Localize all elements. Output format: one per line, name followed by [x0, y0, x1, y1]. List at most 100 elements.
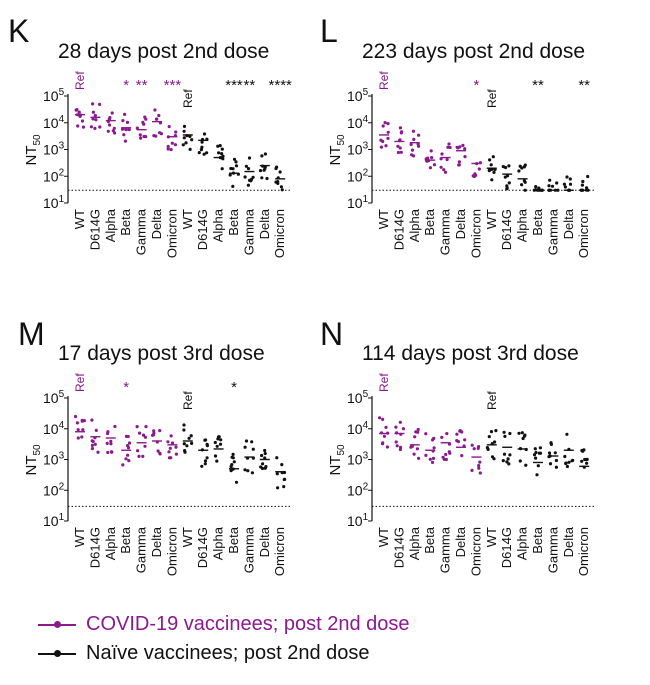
- panel-k-point-naive: [190, 138, 194, 142]
- panel-k-point-naive: [181, 143, 185, 147]
- panel-m-point-naive: [244, 439, 249, 443]
- panel-k-point-naive: [234, 160, 238, 164]
- panel-l-point-vaccinees: [411, 129, 415, 133]
- panel-k-point-naive: [184, 141, 188, 145]
- panel-k-ref-vaccinees: Ref: [73, 71, 87, 90]
- panel-k-ytick-label: 102: [43, 167, 65, 184]
- panel-k-point-naive: [247, 156, 252, 160]
- panel-m-point-naive: [260, 453, 264, 458]
- panel-k-point-vaccinees: [107, 123, 112, 127]
- panel-k-point-vaccinees: [153, 108, 157, 112]
- panel-m-point-naive: [182, 423, 186, 427]
- panel-l-point-naive: [523, 188, 527, 192]
- panel-k-point-naive: [188, 147, 192, 151]
- panel-k-point-vaccinees: [112, 126, 116, 130]
- panel-m-point-vaccinees: [143, 444, 147, 448]
- panel-m-xtick-label-delta-vaccinees: Delta: [149, 526, 164, 557]
- panel-m-point-vaccinees: [127, 459, 131, 463]
- panel-l-xtick-label-d614g-vaccinees: D614G: [391, 209, 406, 250]
- panel-l-point-naive: [581, 179, 585, 184]
- panel-m-xtick-label-d614g-vaccinees: D614G: [87, 527, 102, 568]
- panel-m-point-vaccinees: [106, 450, 110, 455]
- panel-n-xtick-label-gamma-vaccinees: Gamma: [438, 526, 453, 573]
- panel-m-point-vaccinees: [158, 451, 162, 455]
- panel-k-y-label: NT50: [23, 134, 43, 166]
- panel-l-point-vaccinees: [440, 152, 444, 156]
- panel-k-point-naive: [260, 176, 264, 180]
- panel-k-point-naive: [243, 175, 247, 179]
- panel-m-point-naive: [216, 437, 220, 441]
- panel-k-point-vaccinees: [113, 131, 117, 135]
- panel-n-point-vaccinees: [430, 460, 435, 464]
- panel-n-point-naive: [502, 452, 507, 456]
- panel-m-point-naive: [182, 428, 186, 432]
- panel-k-point-naive: [202, 132, 207, 136]
- panel-k-point-vaccinees: [139, 136, 143, 140]
- panel-n-point-naive: [517, 431, 521, 435]
- panel-k-point-vaccinees: [91, 110, 95, 114]
- panel-n-point-vaccinees: [395, 444, 399, 448]
- panel-n-ref-naive: Ref: [485, 391, 499, 410]
- panel-n-xtick-label-omicron-vaccinees: Omicron: [468, 527, 483, 576]
- panel-l-xtick-label-wt-vaccinees: WT: [376, 209, 391, 229]
- panel-k-point-vaccinees: [125, 120, 130, 124]
- panel-n-point-vaccinees: [477, 466, 481, 470]
- panel-l-point-naive: [488, 158, 492, 162]
- panel-n-point-naive: [565, 464, 570, 469]
- panel-n-point-vaccinees: [382, 434, 386, 438]
- panel-k-xtick-label-beta-vaccinees: Beta: [118, 208, 133, 236]
- panel-m-point-vaccinees: [174, 452, 178, 456]
- panel-k-point-vaccinees: [75, 108, 79, 112]
- panel-n-point-naive: [567, 460, 571, 464]
- panel-m-point-vaccinees: [90, 418, 94, 422]
- panel-l-point-vaccinees: [461, 143, 465, 147]
- legend-naive-swatch: [38, 649, 76, 657]
- panel-n-point-vaccinees: [416, 427, 420, 432]
- panel-k-point-naive: [218, 144, 222, 148]
- panel-k-point-naive: [280, 188, 284, 192]
- panel-k-significance-vaccinees: **: [136, 77, 148, 94]
- panel-k-point-naive: [263, 152, 267, 156]
- panel-n-xtick-label-beta-naive: Beta: [530, 526, 545, 554]
- panel-n-point-vaccinees: [442, 457, 446, 461]
- panel-n-point-naive: [553, 451, 557, 455]
- panel-k-point-vaccinees: [77, 110, 81, 114]
- panel-l-point-naive: [492, 170, 496, 174]
- panel-k-point-vaccinees: [91, 117, 95, 121]
- panel-k-point-vaccinees: [170, 141, 174, 145]
- panel-k-point-vaccinees: [174, 130, 178, 134]
- panel-n-point-naive: [494, 429, 498, 433]
- panel-k-significance-naive: **: [244, 77, 256, 94]
- panel-n-point-naive: [534, 456, 538, 460]
- panel-m-point-vaccinees: [126, 446, 131, 450]
- panel-m-point-naive: [185, 444, 189, 448]
- panel-k-point-naive: [199, 148, 203, 152]
- panel-l-point-naive: [507, 164, 511, 168]
- panel-n-point-naive: [571, 458, 575, 462]
- panel-k-xtick-label-beta-naive: Beta: [226, 208, 241, 236]
- panel-m-point-naive: [263, 451, 267, 456]
- panel-m-point-vaccinees: [168, 446, 172, 450]
- panel-l-xtick-label-delta-vaccinees: Delta: [453, 208, 468, 239]
- panel-l-point-vaccinees: [396, 150, 400, 155]
- panel-m-title: 17 days post 3rd dose: [58, 342, 265, 365]
- panel-k-point-naive: [279, 185, 283, 189]
- panel-k-point-naive: [220, 152, 224, 156]
- panel-l-point-vaccinees: [398, 146, 402, 150]
- panel-m-point-vaccinees: [80, 418, 84, 422]
- panel-m-xtick-label-wt-naive: WT: [180, 527, 195, 547]
- panel-m-xtick-label-wt-vaccinees: WT: [72, 527, 87, 547]
- panel-m-ytick-label: 105: [43, 389, 65, 406]
- panel-m-xtick-label-alpha-vaccinees: Alpha: [103, 526, 118, 560]
- panel-m-point-naive: [189, 434, 193, 438]
- panel-k-point-vaccinees: [167, 125, 171, 129]
- panel-n-xtick-label-wt-naive: WT: [484, 527, 499, 547]
- panel-k-point-vaccinees: [173, 143, 177, 147]
- panel-n-point-naive: [547, 451, 552, 455]
- panel-n-point-vaccinees: [447, 450, 451, 454]
- panel-m-xtick-label-d614g-naive: D614G: [195, 527, 210, 568]
- panel-l-significance-naive: **: [578, 77, 590, 94]
- panel-n-point-vaccinees: [444, 452, 448, 457]
- panel-k-point-vaccinees: [81, 125, 85, 129]
